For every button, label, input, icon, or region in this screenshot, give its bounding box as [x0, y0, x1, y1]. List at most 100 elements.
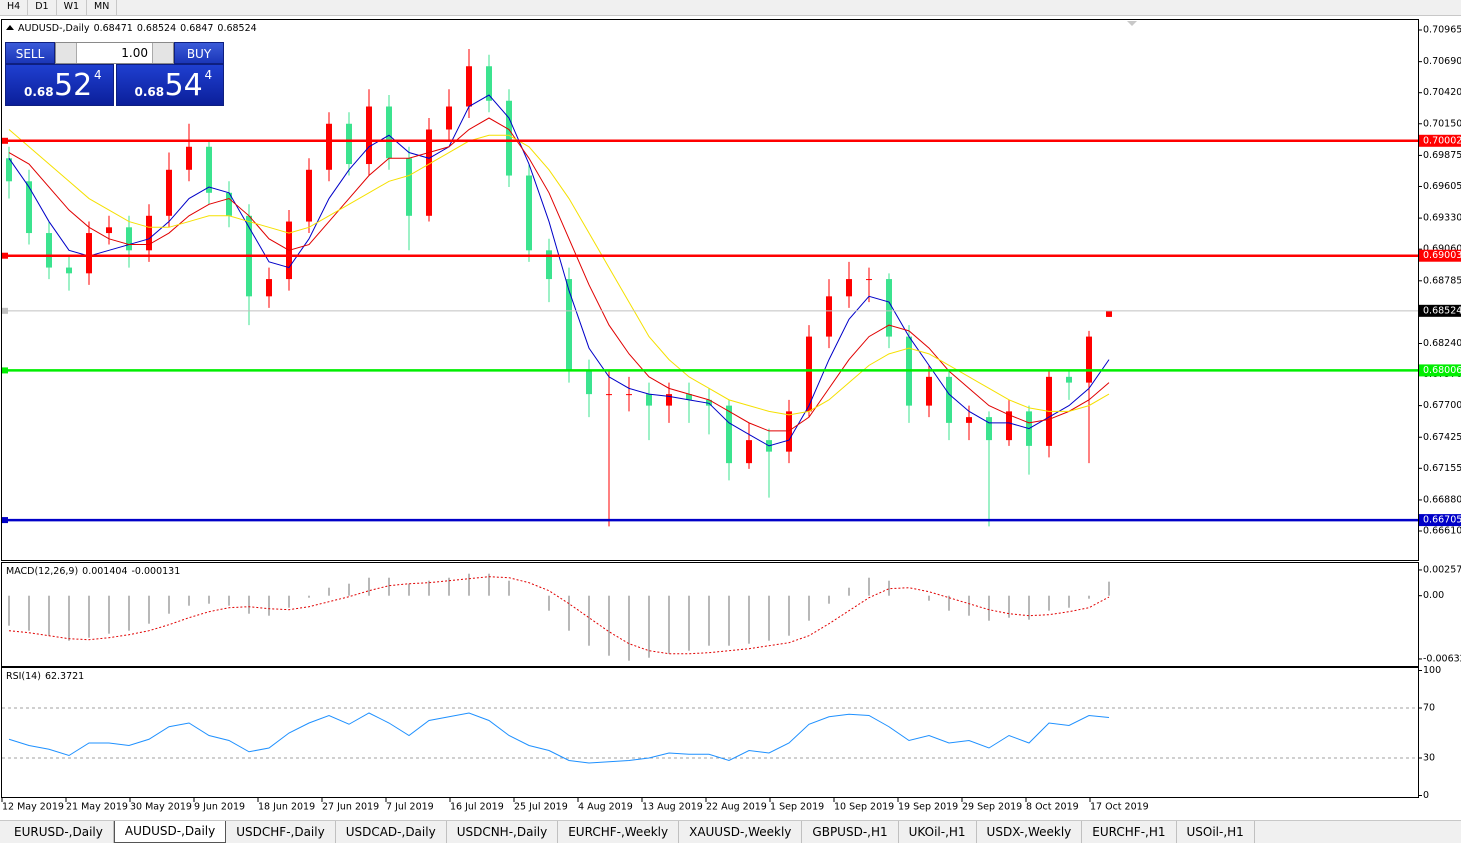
x-tick-label: 12 May 2019: [2, 802, 64, 813]
y-tick-label: 30: [1423, 753, 1435, 764]
sell-button[interactable]: SELL: [5, 42, 55, 64]
y-tick-label: 0.69605: [1423, 181, 1461, 192]
rsi-line: [8, 712, 1110, 764]
candle-body: [526, 175, 532, 251]
chart-tab[interactable]: UKOil-,H1: [899, 821, 977, 843]
level-handle: [2, 307, 8, 314]
x-tick-label: 22 Aug 2019: [706, 802, 767, 813]
candle-body: [1066, 376, 1072, 383]
candle-body: [446, 106, 452, 130]
chart-tab[interactable]: USDX-,Weekly: [977, 821, 1083, 843]
candle-body: [786, 411, 792, 452]
lot-field[interactable]: 1.00: [55, 42, 174, 64]
candle-body: [326, 123, 332, 170]
candle-body: [66, 267, 72, 274]
x-tick-label: 16 Jul 2019: [450, 802, 504, 813]
candle-body: [86, 233, 92, 274]
ask-price[interactable]: 0.68 54 4: [115, 64, 224, 106]
chart-header: AUDUSD-,Daily 0.68471 0.68524 0.6847 0.6…: [6, 23, 257, 34]
chart-tab[interactable]: USDCAD-,Daily: [336, 821, 447, 843]
y-tick-label: 0.70690: [1423, 56, 1461, 67]
timeframe-toolbar: H4 D1 W1 MN: [0, 0, 1461, 16]
x-tick-label: 4 Aug 2019: [578, 802, 633, 813]
chart-tab[interactable]: XAUUSD-,Weekly: [679, 821, 803, 843]
x-tick-label: 17 Oct 2019: [1090, 802, 1149, 813]
y-tick-label: 0.00: [1423, 590, 1444, 601]
timeframe-button[interactable]: MN: [87, 0, 118, 15]
x-tick-label: 29 Sep 2019: [962, 802, 1022, 813]
x-tick-label: 13 Aug 2019: [642, 802, 703, 813]
candle-body: [486, 66, 492, 101]
timeframe-button[interactable]: W1: [57, 0, 87, 15]
chart-tab[interactable]: USOil-,H1: [1177, 821, 1255, 843]
macd-value: 0.001404: [82, 566, 128, 577]
candle-body: [566, 279, 572, 372]
y-tick-label: 0.66880: [1423, 494, 1461, 505]
candle-body: [686, 394, 692, 400]
level-handle: [2, 252, 8, 259]
x-tick-label: 21 May 2019: [66, 802, 128, 813]
last-close: 0.68524: [217, 23, 257, 34]
ask-big: 0.68: [134, 85, 165, 99]
ask-frac: 4: [204, 68, 213, 82]
candle-body: [966, 417, 972, 423]
lot-value[interactable]: 1.00: [121, 46, 148, 60]
macd-title: MACD(12,26,9): [6, 566, 79, 577]
timeframe-button[interactable]: D1: [28, 0, 57, 15]
level-label: 0.68524: [1423, 305, 1461, 316]
level-label-bg: [1419, 134, 1461, 147]
candle-body: [586, 371, 592, 395]
level-handle: [2, 137, 8, 144]
x-tick-label: 9 Jun 2019: [194, 802, 245, 813]
candle-body: [6, 158, 12, 182]
candle-body: [406, 158, 412, 216]
candle-body: [306, 169, 312, 222]
candle-body: [886, 279, 892, 337]
timeframe-button[interactable]: H4: [0, 0, 29, 15]
level-label: 0.70002: [1423, 135, 1461, 146]
y-tick-label: 0.68785: [1423, 275, 1461, 286]
candle-body: [806, 336, 812, 412]
candle-body: [266, 279, 272, 297]
candle-body: [846, 279, 852, 297]
candle-body: [1106, 310, 1112, 317]
moving-average: [8, 129, 1110, 416]
shift-marker: [1127, 21, 1137, 26]
level-label-bg: [1419, 249, 1461, 262]
chart-tab[interactable]: AUDUSD-,Daily: [113, 821, 227, 843]
y-tick-label: 0.67425: [1423, 432, 1461, 443]
last-high: 0.68524: [136, 23, 177, 34]
chart-tab[interactable]: EURUSD-,Daily: [4, 821, 114, 843]
chart-tab[interactable]: EURCHF-,H1: [1082, 821, 1177, 843]
x-tick-label: 27 Jun 2019: [322, 802, 379, 813]
level-label-bg: [1419, 364, 1461, 377]
bid-big: 0.68: [24, 85, 54, 99]
chart-tab[interactable]: USDCHF-,Daily: [226, 821, 336, 843]
y-tick-label: 0.69330: [1423, 213, 1461, 224]
candle-body: [346, 123, 352, 165]
x-tick-label: 8 Oct 2019: [1026, 802, 1079, 813]
bid-frac: 4: [94, 68, 102, 82]
candle-body: [226, 192, 232, 216]
y-tick-label: 0.66610: [1423, 526, 1461, 537]
level-label: 0.69003: [1423, 250, 1461, 261]
y-tick-label: 0.67700: [1423, 400, 1461, 411]
candle-body: [366, 106, 372, 165]
buy-button[interactable]: BUY: [174, 42, 224, 64]
x-tick-label: 7 Jul 2019: [386, 802, 434, 813]
chart-tab[interactable]: EURCHF-,Weekly: [558, 821, 680, 843]
symbol: AUDUSD-,Daily: [18, 23, 90, 34]
chart-tab[interactable]: GBPUSD-,H1: [802, 821, 899, 843]
y-tick-label: 0.70420: [1423, 87, 1461, 98]
x-tick-label: 25 Jul 2019: [514, 802, 568, 813]
candle-body: [866, 279, 872, 281]
candle-body: [106, 227, 112, 234]
chart-tab[interactable]: USDCNH-,Daily: [447, 821, 559, 843]
lot-down[interactable]: [56, 43, 77, 63]
bid-price[interactable]: 0.68 52 4: [5, 64, 114, 106]
candle-body: [146, 215, 152, 251]
lot-up[interactable]: [152, 43, 173, 63]
macd-frame: [1, 562, 1419, 667]
